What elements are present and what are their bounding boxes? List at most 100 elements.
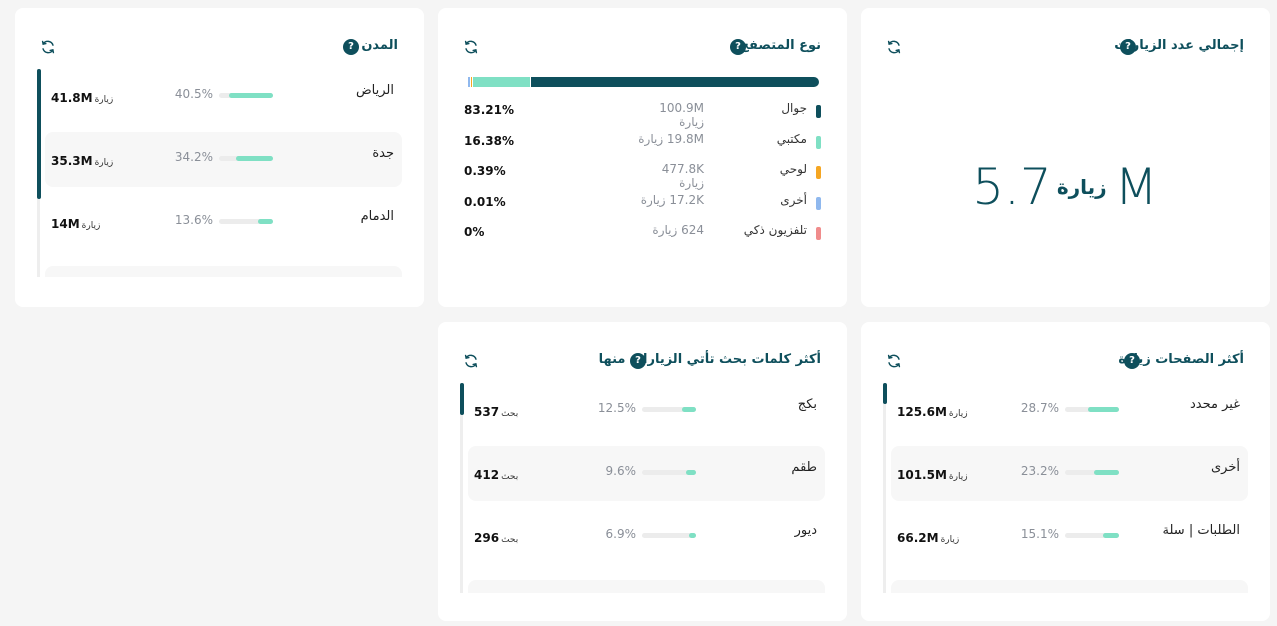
total-visits-number: 5.7M	[972, 158, 1159, 216]
scrollbar-thumb[interactable]	[460, 383, 464, 415]
item-pct: 6.9%	[605, 527, 637, 541]
list-item[interactable]: 296 بحث 6.9% ديور	[468, 509, 825, 564]
legend-swatch	[816, 197, 821, 210]
list-item[interactable]	[45, 266, 402, 277]
card-title: المدن	[361, 38, 398, 53]
card-header: نوع المتصفح ?	[438, 36, 847, 58]
item-value-number: 66.2M	[897, 531, 939, 545]
total-visits-unit: زيارة	[1056, 175, 1107, 199]
item-progress-bar	[1065, 407, 1119, 412]
browser-share-bar	[466, 77, 820, 87]
browser-type-card: نوع المتصفح ? 83.21% 100.9M زيارة جوال 16.3…	[438, 8, 847, 307]
browser-row: 0.01% 17.2K زيارة أخرى	[464, 193, 821, 213]
item-label: جدة	[372, 146, 394, 161]
total-visits-card: إجمالي عدد الزيارات ? زيارة 5.7M	[861, 8, 1270, 307]
browser-label: جوال	[781, 101, 807, 115]
cities-list[interactable]: 41.8M زيارة 40.5% الرياض 35.3M زيارة 34.2% جدة 1…	[37, 69, 402, 277]
legend-swatch	[816, 227, 821, 240]
legend-swatch	[816, 105, 821, 118]
list-item[interactable]: 101.5M زيارة 23.2% أخرى	[891, 446, 1248, 501]
item-value-unit: زيارة	[81, 221, 101, 231]
list-item[interactable]: 35.3M زيارة 34.2% جدة	[45, 132, 402, 187]
item-progress-bar	[1065, 470, 1119, 475]
item-value-number: 125.6M	[897, 405, 947, 419]
item-pct: 9.6%	[605, 464, 637, 478]
item-progress-bar	[642, 470, 696, 475]
list-item[interactable]: 66.2M زيارة 15.1% الطلبات | سلة	[891, 509, 1248, 564]
top-pages-list[interactable]: 125.6M زيارة 28.7% غير محدد 101.5M زيارة 23.2%…	[883, 383, 1248, 593]
help-icon[interactable]: ?	[630, 353, 646, 369]
scrollbar-thumb[interactable]	[883, 383, 887, 404]
browser-visits: 624 زيارة	[652, 223, 704, 237]
item-progress-bar	[1065, 533, 1119, 538]
item-value: 14M زيارة	[51, 213, 100, 232]
item-progress-fill	[1103, 533, 1119, 538]
browser-label: لوحي	[779, 162, 807, 176]
refresh-icon[interactable]	[462, 352, 480, 370]
browser-label: أخرى	[780, 193, 807, 207]
help-icon[interactable]: ?	[730, 39, 746, 55]
item-label: أخرى	[1211, 460, 1240, 475]
item-value-unit: بحث	[501, 409, 519, 419]
list-item[interactable]	[468, 580, 825, 593]
item-value-number: 412	[474, 468, 500, 482]
item-label: الرياض	[355, 83, 394, 98]
help-icon[interactable]: ?	[1120, 39, 1136, 55]
item-value-number: 14M	[51, 217, 80, 231]
card-header: أكثر الصفحات زيارة ?	[861, 350, 1270, 372]
refresh-icon[interactable]	[462, 38, 480, 56]
browser-pct: 16.38%	[464, 134, 514, 148]
legend-swatch	[816, 136, 821, 149]
list-item[interactable]: 125.6M زيارة 28.7% غير محدد	[891, 383, 1248, 438]
item-value-number: 537	[474, 405, 500, 419]
top-pages-card: أكثر الصفحات زيارة ? 125.6M زيارة 28.7% غير…	[861, 322, 1270, 621]
refresh-icon[interactable]	[885, 352, 903, 370]
browser-share-segment	[470, 77, 473, 87]
item-value: 41.8M زيارة	[51, 87, 113, 106]
cities-card: المدن ? 41.8M زيارة 40.5% الرياض 35.3M زيارة 3…	[15, 8, 424, 307]
total-visits-value: زيارة 5.7M	[861, 158, 1270, 216]
help-icon[interactable]: ?	[343, 39, 359, 55]
list-item[interactable]	[891, 580, 1248, 593]
list-item[interactable]: 41.8M زيارة 40.5% الرياض	[45, 69, 402, 124]
item-pct: 23.2%	[1020, 464, 1059, 478]
item-progress-bar	[642, 407, 696, 412]
item-value-unit: بحث	[501, 535, 519, 545]
browser-share-segment	[531, 77, 820, 87]
scrollbar-track[interactable]	[883, 383, 886, 593]
item-pct: 15.1%	[1020, 527, 1059, 541]
item-value-unit: بحث	[501, 472, 519, 482]
item-pct: 12.5%	[597, 401, 636, 415]
browser-pct: 83.21%	[464, 103, 514, 117]
list-item[interactable]: 14M زيارة 13.6% الدمام	[45, 195, 402, 250]
item-label: طقم	[791, 460, 817, 475]
browser-share-segment	[473, 77, 531, 87]
help-icon[interactable]: ?	[1124, 353, 1140, 369]
browser-pct: 0%	[464, 225, 485, 239]
item-value-unit: زيارة	[94, 158, 114, 168]
item-progress-fill	[689, 533, 696, 538]
item-pct: 34.2%	[174, 150, 213, 164]
scrollbar-track[interactable]	[460, 383, 463, 593]
item-pct: 13.6%	[174, 213, 213, 227]
top-keywords-list[interactable]: 537 بحث 12.5% بكج 412 بحث 9.6% طقم 296 بحث 6.9% ديو…	[460, 383, 825, 593]
browser-label: مكتبي	[776, 132, 807, 146]
card-header: أكثر كلمات بحث تأتي الزيارات منها ?	[438, 350, 847, 372]
list-item[interactable]: 537 بحث 12.5% بكج	[468, 383, 825, 438]
item-value-unit: زيارة	[948, 409, 968, 419]
item-value: 412 بحث	[474, 464, 518, 483]
item-progress-fill	[236, 156, 273, 161]
refresh-icon[interactable]	[39, 38, 57, 56]
item-value: 296 بحث	[474, 527, 518, 546]
item-value: 125.6M زيارة	[897, 401, 968, 420]
scrollbar-thumb[interactable]	[37, 69, 41, 199]
item-value: 35.3M زيارة	[51, 150, 113, 169]
item-value-unit: زيارة	[94, 95, 114, 105]
refresh-icon[interactable]	[885, 38, 903, 56]
item-value-number: 41.8M	[51, 91, 93, 105]
list-item[interactable]: 412 بحث 9.6% طقم	[468, 446, 825, 501]
item-value: 66.2M زيارة	[897, 527, 959, 546]
item-progress-fill	[1088, 407, 1119, 412]
browser-visits: 17.2K زيارة	[640, 193, 704, 207]
item-progress-bar	[642, 533, 696, 538]
